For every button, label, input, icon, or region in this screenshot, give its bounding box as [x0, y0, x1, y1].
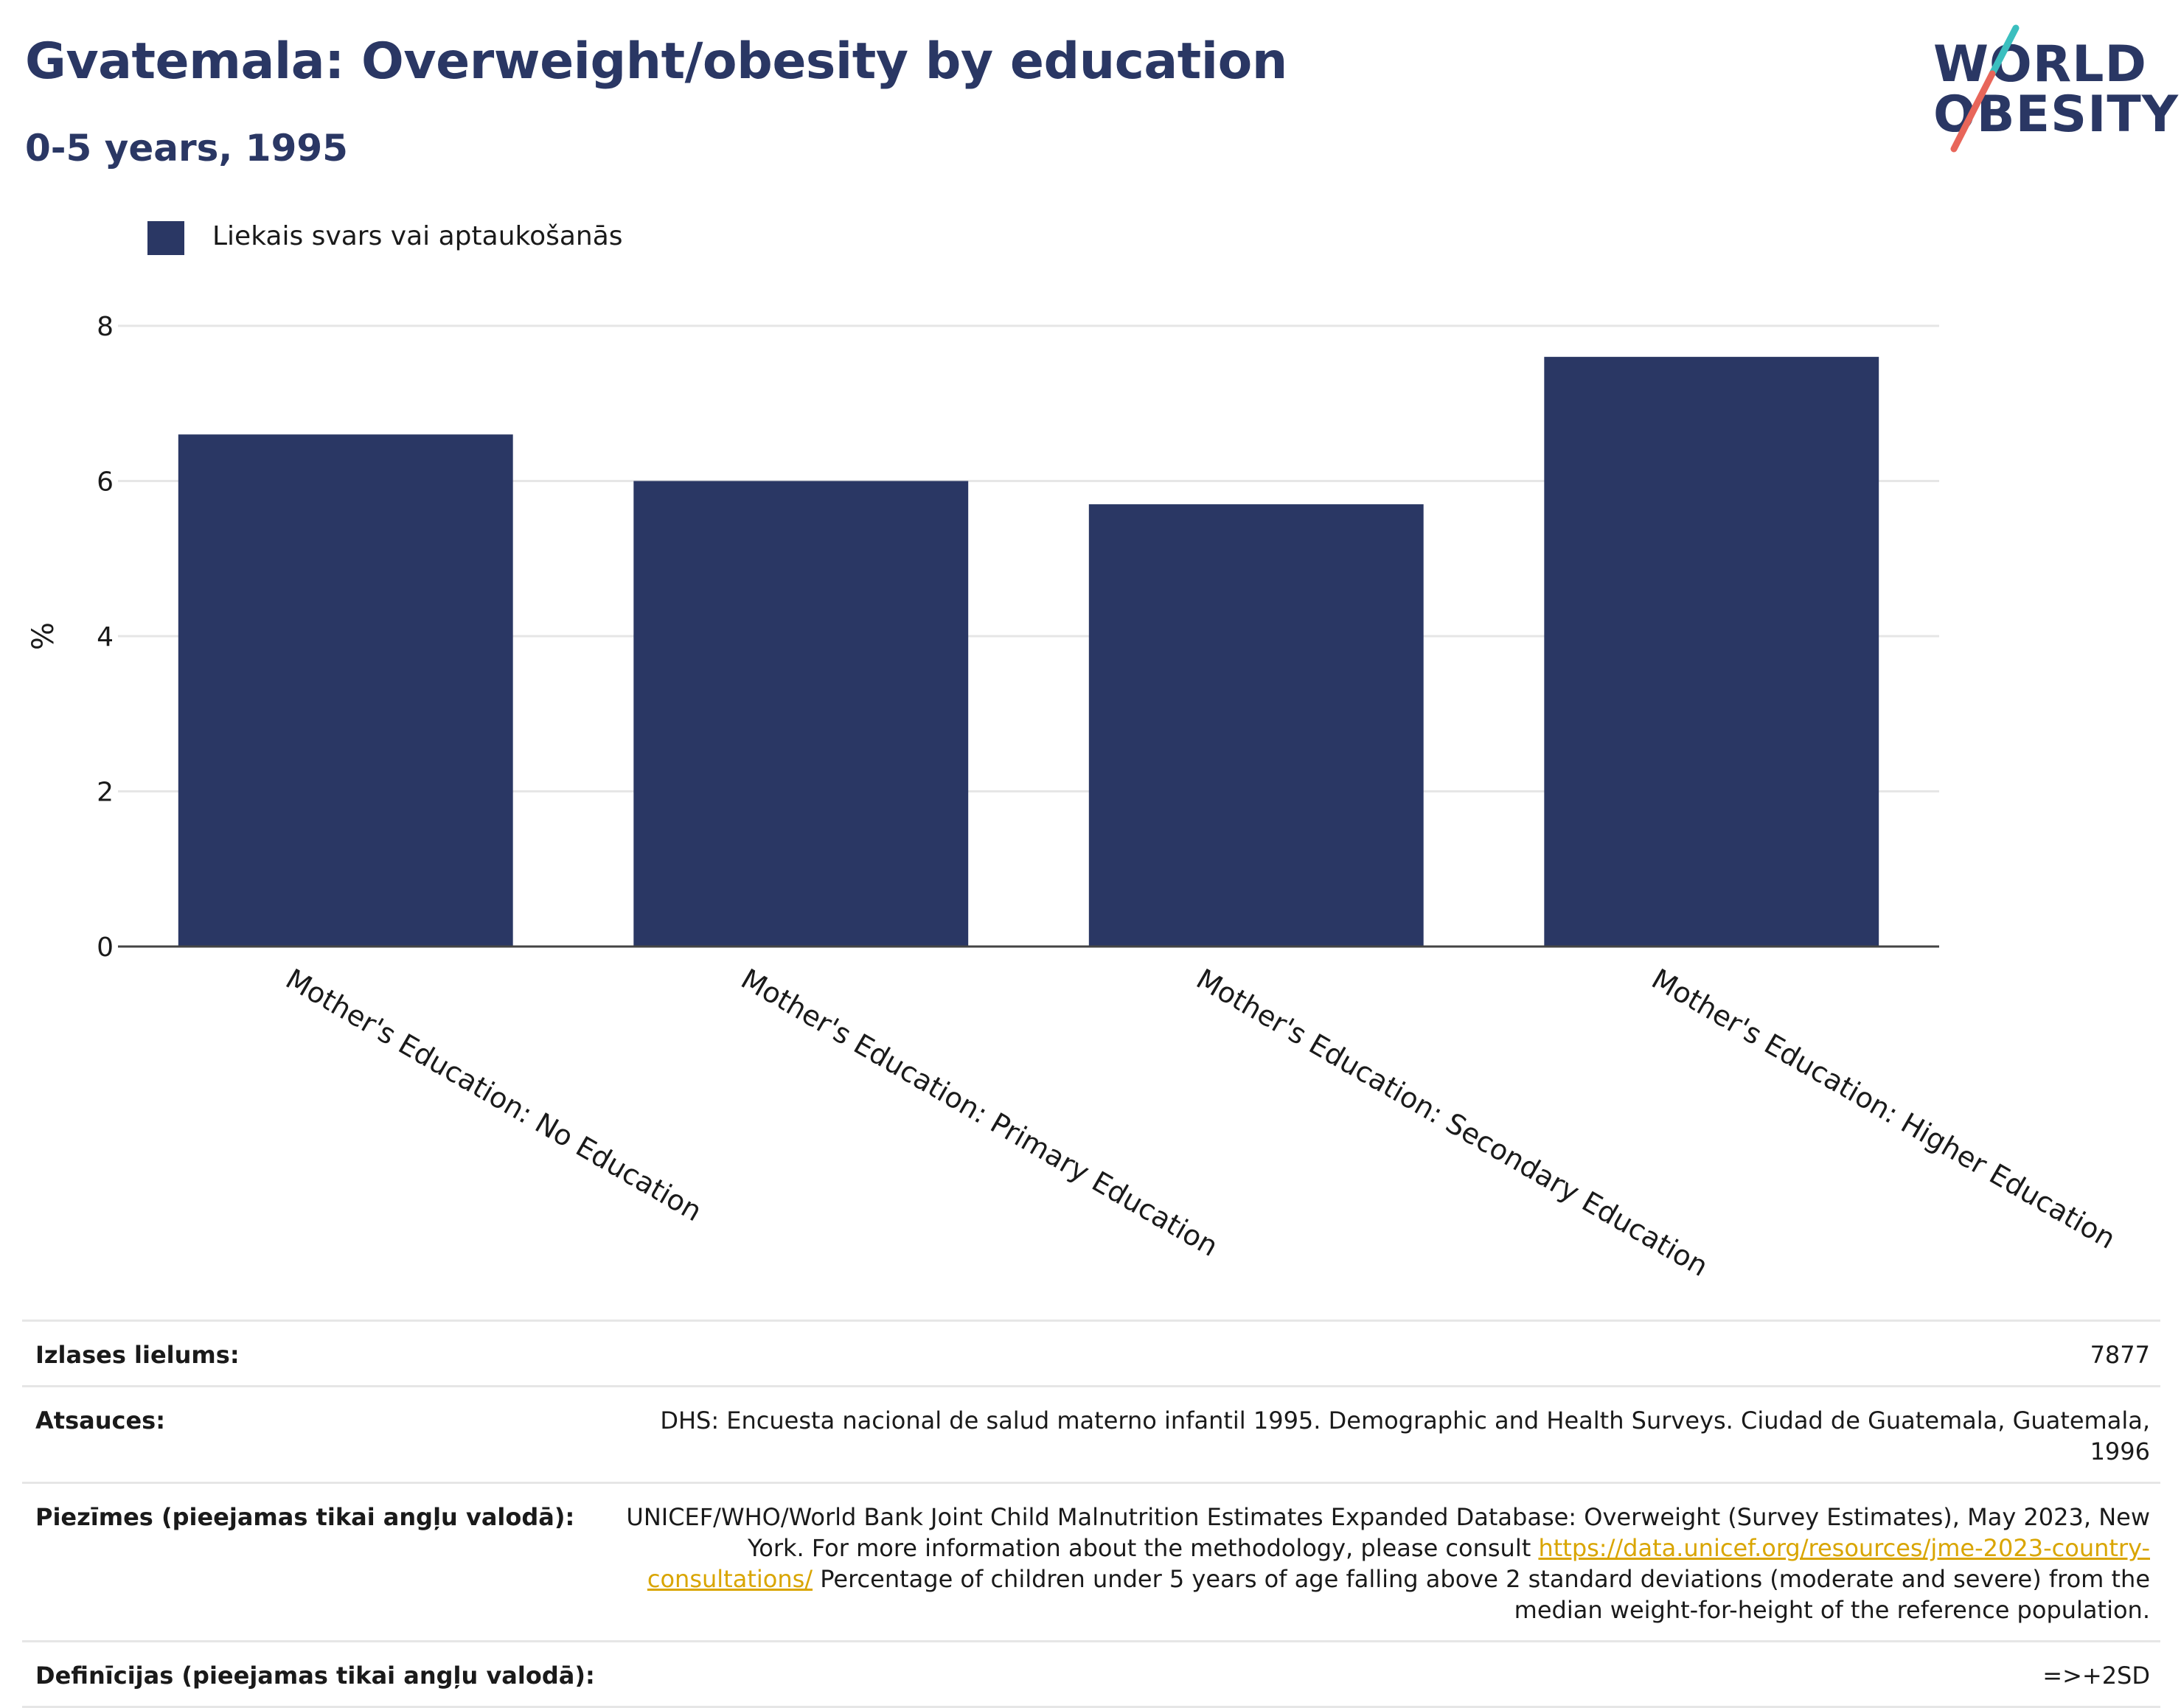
- notes-text-1: UNICEF/WHO/World Bank Joint Child Malnut…: [626, 1503, 2150, 1562]
- x-tick-label: Mother's Education: Secondary Education: [1191, 963, 1714, 1283]
- y-tick-label: 2: [97, 778, 114, 808]
- chart-title: Gvatemala: Overweight/obesity by educati…: [25, 32, 1287, 91]
- y-tick-label: 0: [97, 933, 114, 963]
- y-tick-label: 8: [97, 312, 114, 342]
- sample-size-row: Izlases lielums: 7877: [22, 1320, 2160, 1385]
- metadata-table: Izlases lielums: 7877 Atsauces: DHS: Enc…: [22, 1320, 2160, 1708]
- definitions-value: =>+2SD: [2042, 1662, 2150, 1690]
- definitions-label: Definīcijas (pieejamas tikai angļu valod…: [35, 1662, 595, 1690]
- bar: [633, 481, 969, 947]
- y-tick-label: 6: [97, 467, 114, 498]
- logo-slash-icon: [1950, 24, 2020, 153]
- y-tick-label: 4: [97, 622, 114, 652]
- sources-row: Atsauces: DHS: Encuesta nacional de salu…: [22, 1385, 2160, 1482]
- definitions-row: Definīcijas (pieejamas tikai angļu valod…: [22, 1640, 2160, 1708]
- legend-label: Liekais svars vai aptaukošanās: [212, 221, 623, 251]
- notes-label: Piezīmes (pieejamas tikai angļu valodā):: [35, 1503, 575, 1531]
- notes-row: Piezīmes (pieejamas tikai angļu valodā):…: [22, 1482, 2160, 1640]
- x-tick-label: Mother's Education: No Education: [280, 963, 707, 1228]
- logo-line1: WORLD: [1933, 35, 2147, 94]
- notes-text-2: Percentage of children under 5 years of …: [820, 1565, 2150, 1624]
- sources-value: DHS: Encuesta nacional de salud materno …: [660, 1407, 2150, 1465]
- sources-label: Atsauces:: [35, 1407, 165, 1435]
- sample-size-value: 7877: [2090, 1341, 2150, 1369]
- bar: [1088, 504, 1424, 947]
- methodology-link[interactable]: https://data.unicef.org/resources/jme-20…: [647, 1534, 2150, 1593]
- y-axis-label: %: [27, 622, 60, 650]
- notes-value: UNICEF/WHO/World Bank Joint Child Malnut…: [616, 1502, 2150, 1625]
- bar: [1544, 357, 1879, 947]
- world-obesity-logo: WORLD OBESITY: [1924, 22, 2178, 155]
- sample-size-label: Izlases lielums:: [35, 1341, 240, 1369]
- chart-subtitle: 0-5 years, 1995: [25, 127, 348, 170]
- x-tick-label: Mother's Education: Primary Education: [736, 963, 1224, 1263]
- x-tick-label: Mother's Education: Higher Education: [1646, 963, 2121, 1255]
- bar: [178, 434, 513, 947]
- legend-swatch: [147, 221, 184, 255]
